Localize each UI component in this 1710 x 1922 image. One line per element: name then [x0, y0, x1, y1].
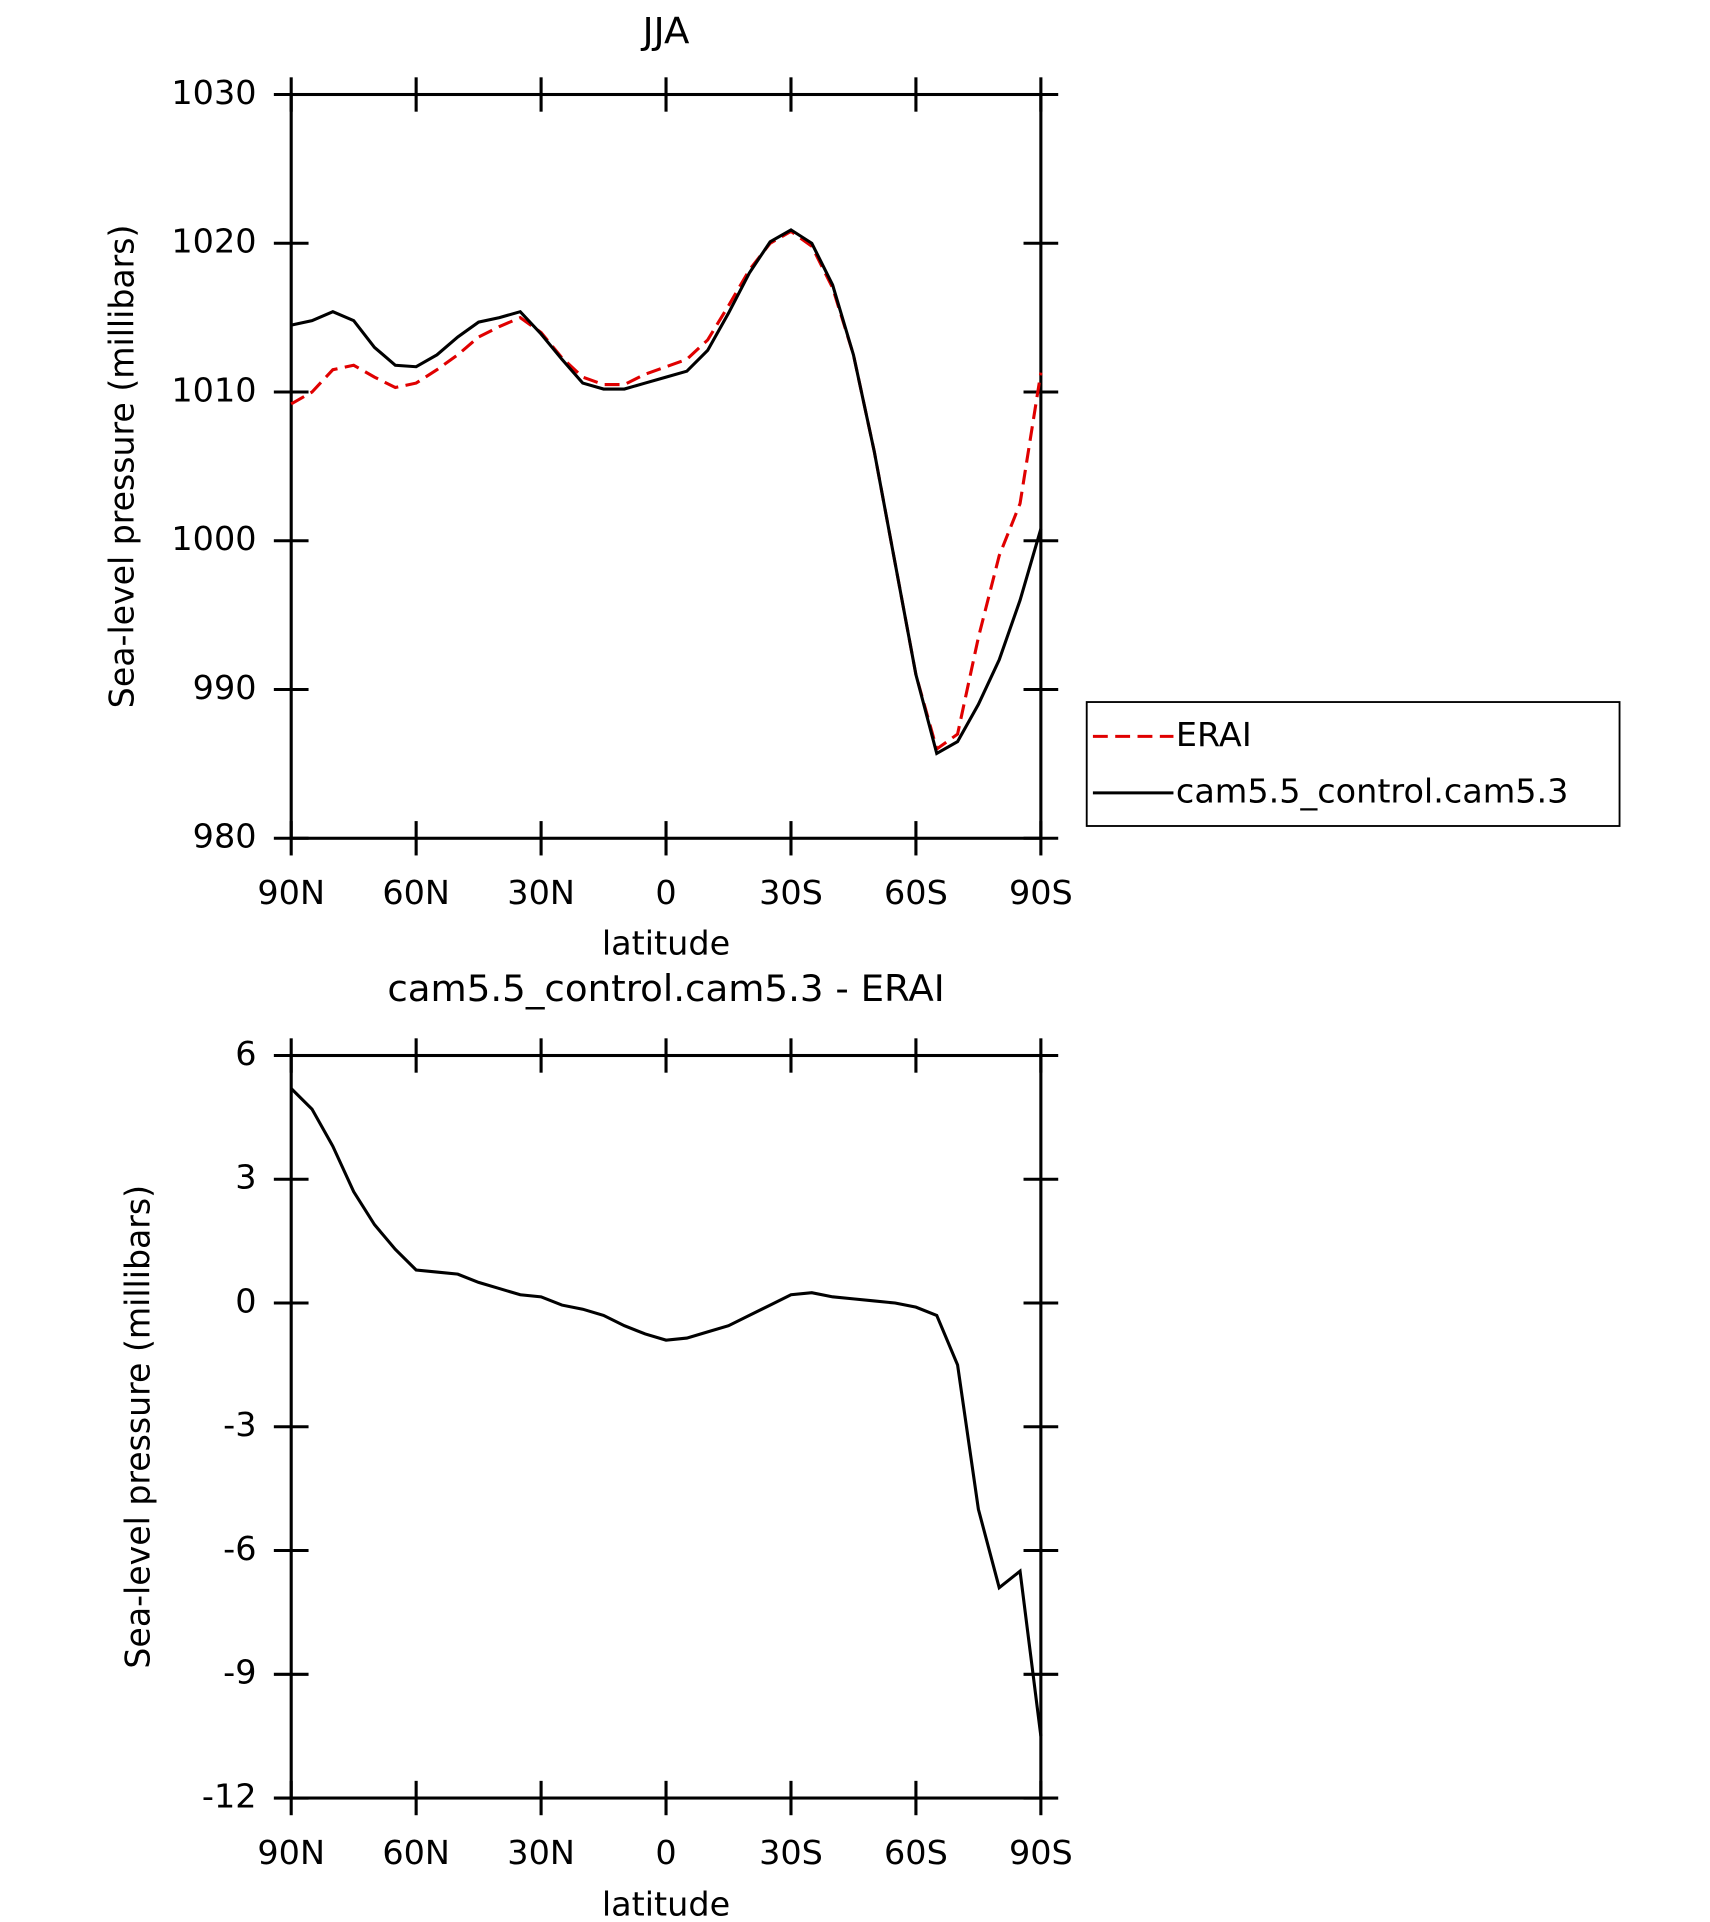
- x-tick-label: 60N: [382, 873, 450, 912]
- y-tick-label: 3: [235, 1158, 256, 1197]
- chart-title: JJA: [641, 10, 690, 53]
- y-tick-label: -6: [223, 1529, 256, 1568]
- y-tick-label: 1010: [171, 371, 256, 410]
- legend-label: cam5.5_control.cam5.3: [1176, 771, 1569, 810]
- y-tick-label: 1030: [171, 73, 256, 112]
- y-tick-label: 1000: [171, 519, 256, 558]
- plot-frame: [289, 1053, 1043, 1800]
- x-tick-label: 30N: [507, 873, 575, 912]
- chart-title: cam5.5_control.cam5.3 - ERAI: [387, 967, 944, 1010]
- data-line: [290, 228, 1043, 756]
- x-tick-label: 0: [655, 873, 676, 912]
- y-axis-label: Sea-level pressure (millibars): [102, 225, 141, 709]
- x-tick-label: 90S: [1009, 873, 1073, 912]
- y-tick-label: 1020: [171, 222, 256, 261]
- x-tick-label: 0: [655, 1833, 676, 1872]
- y-tick-label: -3: [223, 1405, 256, 1444]
- data-line: [290, 1087, 1043, 1737]
- x-axis-label: latitude: [602, 1885, 730, 1922]
- x-tick-label: 90N: [257, 873, 325, 912]
- y-tick-label: 6: [235, 1034, 256, 1073]
- y-tick-label: -12: [202, 1777, 257, 1816]
- x-tick-label: 60S: [884, 873, 948, 912]
- x-axis-label: latitude: [602, 924, 730, 963]
- y-axis-label: Sea-level pressure (millibars): [118, 1185, 157, 1669]
- x-tick-label: 30S: [759, 873, 823, 912]
- x-tick-label: 90S: [1009, 1833, 1073, 1872]
- x-tick-label: 60S: [884, 1833, 948, 1872]
- x-tick-label: 90N: [257, 1833, 325, 1872]
- x-tick-label: 30N: [507, 1833, 575, 1872]
- data-line: [290, 229, 1043, 752]
- y-tick-label: -9: [223, 1653, 256, 1692]
- y-tick-label: 990: [193, 668, 257, 707]
- legend-label: ERAI: [1176, 715, 1252, 754]
- y-tick-label: 980: [193, 817, 257, 856]
- y-tick-label: 0: [235, 1282, 256, 1321]
- x-tick-label: 60N: [382, 1833, 450, 1872]
- legend-frame: [1085, 701, 1621, 827]
- x-tick-label: 30S: [759, 1833, 823, 1872]
- legend: ERAI cam5.5_control.cam5.3: [1085, 701, 1621, 827]
